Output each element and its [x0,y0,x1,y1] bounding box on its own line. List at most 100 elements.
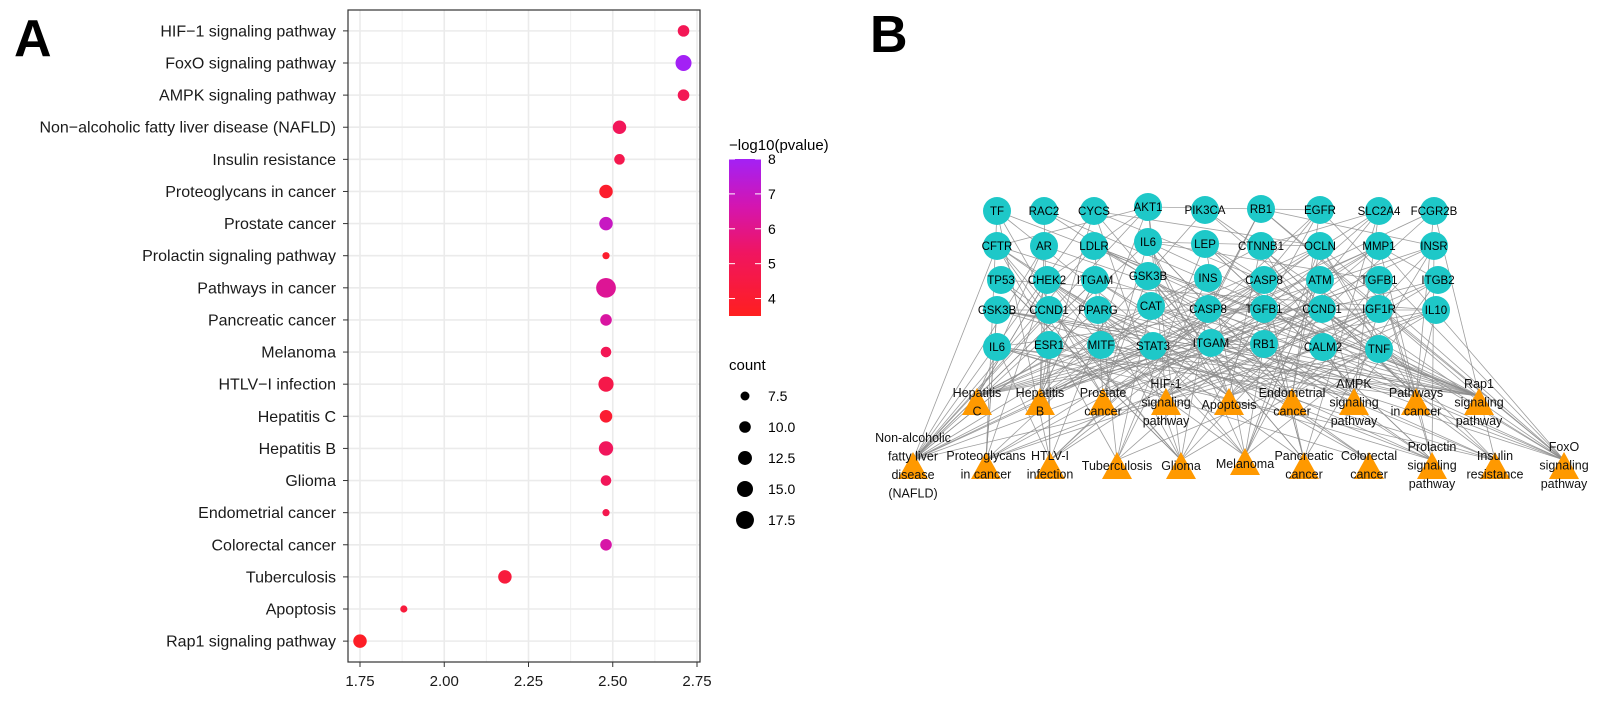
data-point [400,605,408,613]
gene-node: EGFR [1304,196,1336,224]
gene-node-label: CFTR [982,241,1013,253]
gene-node-label: CALM2 [1304,342,1342,354]
size-legend: count 7.5 10.0 12.5 15.0 17.5 [729,357,795,529]
gene-node-label: OCLN [1304,241,1336,253]
gene-node-circle [1306,232,1334,260]
network-edge [1303,210,1380,461]
network-edge [1102,343,1265,397]
x-tick-label: 2.75 [682,673,711,690]
network-edge [996,346,1417,397]
gene-node-circle [1134,193,1162,221]
gene-node: CCND1 [1029,296,1069,324]
network-edge [1116,348,1380,461]
pathway-node: HIF-1 signaling pathway [1141,377,1190,428]
network-edge [1093,210,1321,247]
gene-node: CASP8 [1189,295,1227,323]
gene-node-circle [1306,196,1334,224]
gene-node: RAC2 [1029,197,1059,225]
pathway-node-label: Glioma [1161,459,1201,473]
gene-node-label: CHEK2 [1028,275,1066,287]
network-edge [996,346,1370,461]
data-point [598,376,614,392]
network-edge [1046,279,1230,397]
network-edge [1415,309,1437,397]
gene-node: CTNNB1 [1238,232,1284,260]
network-edge [1210,245,1380,344]
pathway-node-label: HIF-1 [1150,377,1181,391]
gene-node-circle [983,197,1011,225]
gene-node: CAT [1137,292,1165,320]
gene-node: TGFB1 [1360,266,1398,294]
gene-node-label: EGFR [1304,205,1336,217]
gene-node-circle [1365,232,1393,260]
gene-node-circle [1250,330,1278,358]
pathway-node-label: Pancreatic [1274,449,1333,463]
pathway-node: FoxO signaling pathway [1539,440,1588,491]
network-edge [1000,279,1437,311]
y-tick-label: AMPK signaling pathway [159,88,336,105]
colorbar-tick-label: 6 [768,221,776,237]
gene-node: ESR1 [1034,331,1064,359]
panel-b-label: B [870,6,908,64]
size-legend-label: 7.5 [768,388,788,404]
gene-node-circle [1420,197,1448,225]
pathway-node-label: in cancer [1391,405,1442,419]
pathway-node-label: Prostate [1080,386,1127,400]
y-tick-label: Non−alcoholic fatty liver disease (NAFLD… [39,120,336,137]
gene-node-label: LDLR [1079,241,1108,253]
gene-node-label: ITGAM [1193,338,1229,350]
network-edge [1048,344,1480,397]
y-tick-label: Glioma [285,473,336,490]
gene-node-circle [1080,197,1108,225]
gene-node-label: LEP [1194,239,1216,251]
network-edge [985,346,1324,461]
gene-node: AKT1 [1134,193,1163,221]
gene-node: CCND1 [1302,295,1342,323]
pathway-node: Tuberculosis [1082,452,1152,479]
network-edge [1165,309,1437,397]
gene-node-circle [1194,264,1222,292]
pathway-nodes: Hepatitis C Hepatitis B Prostate cancer HIF-1 s… [875,377,1589,501]
gene-node: CHEK2 [1028,266,1066,294]
network-edge [1116,305,1152,461]
pathway-node-triangle [1025,388,1055,415]
pathway-node-label: disease [891,468,934,482]
panel-a-label: A [14,10,52,68]
gene-node-label: TGFB1 [1360,275,1397,287]
gene-node-label: RB1 [1250,204,1272,216]
network-diagram: TF RAC2 CYCS AKT1 PIK3CA RB1 EGFR SLC2A4 FCGR2B C… [875,193,1589,501]
size-legend-key [739,421,751,433]
color-legend-title: −log10(pvalue) [729,137,829,154]
dot-plot: HIF−1 signaling pathway FoxO signaling pa… [39,9,712,690]
gene-node: INSR [1420,232,1448,260]
gene-node-circle [1191,230,1219,258]
data-point [599,184,613,199]
pathway-node-label: pathway [1143,414,1190,428]
pathway-node: HTLV-I infection [1027,449,1074,482]
size-legend-key [736,511,754,529]
pathway-node-label: Rap1 [1464,377,1494,391]
data-point [612,120,627,134]
data-point [602,252,610,260]
data-point [675,54,692,72]
pathway-node-label: Pathways [1389,386,1443,400]
pathway-node-label: Endometrial [1259,386,1326,400]
gene-node-label: INS [1198,273,1218,285]
pathway-node: Hepatitis C [953,386,1002,419]
pathway-node-label: infection [1027,468,1074,482]
gene-node-circle [1306,266,1334,294]
pathway-node: Proteoglycans in cancer [946,449,1025,482]
gene-node-circle [983,296,1011,324]
gene-node-label: AKT1 [1134,202,1163,214]
size-legend-label: 15.0 [768,481,795,497]
gene-node-label: PIK3CA [1185,205,1226,217]
gene-node-label: IL10 [1425,305,1447,317]
network-edge [996,309,1480,397]
colorbar-tick-label: 8 [768,151,776,167]
gene-node: TGFB1 [1245,295,1283,323]
network-edge [996,245,1480,397]
y-tick-label: Pancreatic cancer [208,312,337,329]
gene-node-circle [1365,197,1393,225]
network-edge [1378,308,1565,461]
gene-node-circle [1030,232,1058,260]
